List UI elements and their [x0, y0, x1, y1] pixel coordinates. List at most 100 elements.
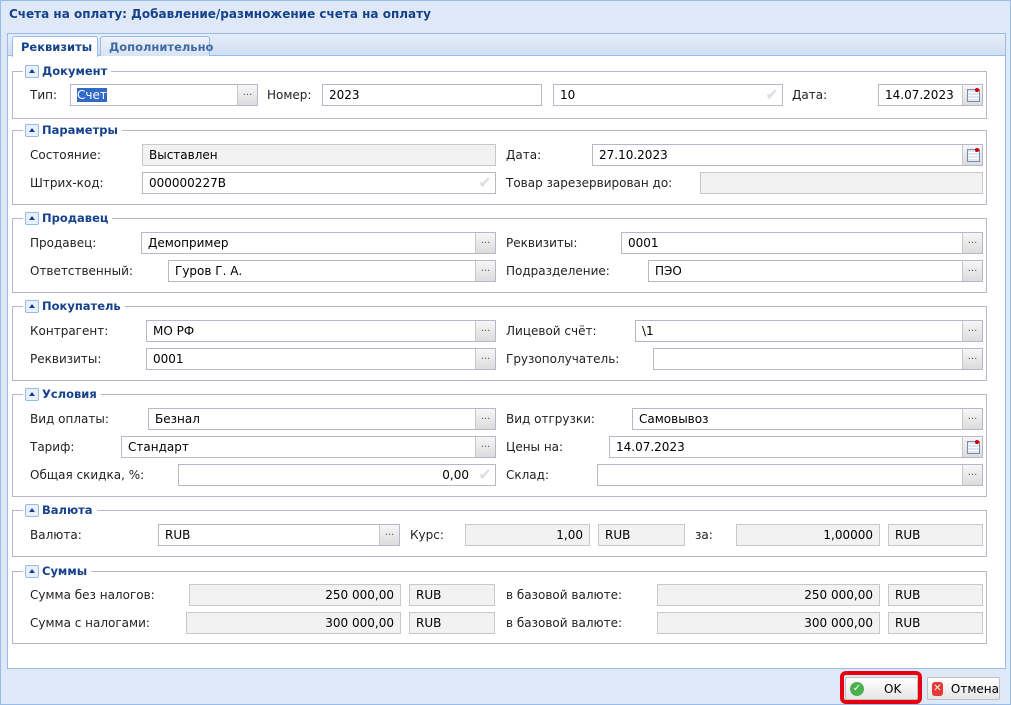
ellipsis-icon[interactable]: ... [237, 85, 257, 105]
rate-label: Курс: [410, 528, 444, 542]
state-label: Состояние: [30, 148, 101, 162]
buyer-requisites-label: Реквизиты: [30, 352, 102, 366]
close-icon: ✕ [932, 681, 943, 696]
responsible-field[interactable]: Гуров Г. А.... [168, 260, 496, 282]
ellipsis-icon[interactable]: ... [475, 261, 495, 281]
seller-field[interactable]: Демопример... [141, 232, 496, 254]
division-label: Подразделение: [506, 264, 610, 278]
reserved-label: Товар зарезервирован до: [506, 176, 673, 190]
collapse-icon[interactable] [25, 564, 39, 578]
currency-field[interactable]: RUB... [158, 524, 400, 546]
division-field[interactable]: ПЭО... [648, 260, 983, 282]
collapse-icon[interactable] [25, 211, 39, 225]
tariff-field[interactable]: Стандарт... [121, 436, 496, 458]
number-field[interactable]: 2023 [322, 84, 542, 106]
check-icon[interactable]: ✔ [762, 85, 782, 105]
net-currency-field: RUB [409, 584, 495, 606]
collapse-icon[interactable] [25, 123, 39, 137]
ok-button[interactable]: ✓ OK [845, 677, 918, 700]
fieldset-seller: Продавец [12, 211, 987, 293]
collapse-icon[interactable] [25, 503, 39, 517]
fieldset-currency: Валюта [12, 503, 987, 557]
legend-terms: Условия [42, 387, 97, 401]
ellipsis-icon[interactable]: ... [962, 321, 982, 341]
contractor-label: Контрагент: [30, 324, 109, 338]
ellipsis-icon[interactable]: ... [962, 261, 982, 281]
legend-seller: Продавец [42, 211, 109, 225]
ellipsis-icon[interactable]: ... [962, 349, 982, 369]
type-field[interactable]: Счет... [70, 84, 258, 106]
fieldset-params: Параметры [12, 123, 987, 205]
fieldset-buyer: Покупатель [12, 299, 987, 381]
state-field: Выставлен [142, 144, 496, 166]
net-label: Сумма без налогов: [30, 588, 155, 602]
ellipsis-icon[interactable]: ... [475, 409, 495, 429]
consignee-field[interactable]: ... [653, 348, 983, 370]
ellipsis-icon[interactable]: ... [962, 465, 982, 485]
cancel-button[interactable]: ✕ Отмена [927, 677, 1000, 700]
net-base-currency-field: RUB [888, 584, 983, 606]
barcode-field[interactable]: 000000227B ✔ [142, 172, 496, 194]
ellipsis-icon[interactable]: ... [475, 437, 495, 457]
calendar-icon[interactable] [962, 437, 982, 457]
check-icon[interactable]: ✔ [475, 173, 495, 193]
ellipsis-icon[interactable]: ... [962, 233, 982, 253]
ellipsis-icon[interactable]: ... [475, 349, 495, 369]
gross-base-field: 300 000,00 [657, 612, 880, 634]
per-currency-field: RUB [888, 524, 983, 546]
shipment-field[interactable]: Самовывоз... [632, 408, 983, 430]
params-date-field[interactable]: 27.10.2023 [592, 144, 983, 166]
payment-field[interactable]: Безнал... [148, 408, 496, 430]
calendar-icon[interactable] [962, 145, 982, 165]
discount-label: Общая скидка, %: [30, 468, 145, 482]
net-field: 250 000,00 [189, 584, 401, 606]
type-label: Тип: [30, 88, 58, 102]
ellipsis-icon[interactable]: ... [962, 409, 982, 429]
number-suffix-field[interactable]: 10 ✔ [553, 84, 783, 106]
discount-field[interactable]: 0,00 ✔ [178, 464, 496, 486]
checkmark-icon: ✓ [850, 681, 864, 696]
fieldset-sums: Суммы [12, 564, 987, 644]
buyer-requisites-field[interactable]: 0001... [146, 348, 496, 370]
ellipsis-icon[interactable]: ... [475, 233, 495, 253]
collapse-icon[interactable] [25, 387, 39, 401]
legend-params: Параметры [42, 123, 118, 137]
tab-additional[interactable]: Дополнительно [100, 36, 213, 56]
ellipsis-icon[interactable]: ... [379, 525, 399, 545]
ellipsis-icon[interactable]: ... [475, 321, 495, 341]
warehouse-label: Склад: [506, 468, 549, 482]
number-label: Номер: [267, 88, 312, 102]
collapse-icon[interactable] [25, 299, 39, 313]
params-date-label: Дата: [506, 148, 542, 162]
gross-label: Сумма с налогами: [30, 616, 150, 630]
calendar-icon[interactable] [962, 85, 982, 105]
date-field[interactable]: 14.07.2023 [878, 84, 983, 106]
tab-requisites[interactable]: Реквизиты [12, 36, 98, 57]
consignee-label: Грузополучатель: [506, 352, 620, 366]
rate-currency-field: RUB [598, 524, 685, 546]
account-label: Лицевой счёт: [506, 324, 597, 338]
window-title: Счета на оплату: Добавление/размножение … [9, 7, 431, 21]
currency-label: Валюта: [30, 528, 82, 542]
collapse-icon[interactable] [25, 64, 39, 78]
payment-label: Вид оплаты: [30, 412, 109, 426]
seller-label: Продавец: [30, 236, 97, 250]
responsible-label: Ответственный: [30, 264, 133, 278]
highlight-box [840, 671, 922, 704]
fieldset-terms: Условия [12, 387, 987, 497]
check-icon[interactable]: ✔ [475, 465, 495, 485]
legend-sums: Суммы [42, 564, 88, 578]
account-field[interactable]: \1... [635, 320, 983, 342]
net-base-label: в базовой валюте: [506, 588, 623, 602]
tab-strip: Реквизиты Дополнительно [8, 34, 1005, 57]
prices-date-field[interactable]: 14.07.2023 [609, 436, 983, 458]
tariff-label: Тариф: [30, 440, 75, 454]
shipment-label: Вид отгрузки: [506, 412, 595, 426]
seller-requisites-field[interactable]: 0001... [621, 232, 983, 254]
rate-field: 1,00 [465, 524, 590, 546]
legend-document: Документ [42, 64, 108, 78]
warehouse-field[interactable]: ... [597, 464, 983, 486]
contractor-field[interactable]: МО РФ... [146, 320, 496, 342]
per-field: 1,00000 [736, 524, 880, 546]
gross-base-currency-field: RUB [888, 612, 983, 634]
